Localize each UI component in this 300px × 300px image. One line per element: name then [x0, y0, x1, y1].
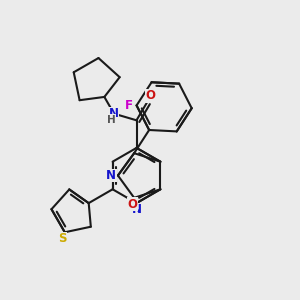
Text: H: H [107, 115, 116, 125]
Text: O: O [146, 89, 156, 103]
Text: N: N [106, 169, 116, 182]
Text: N: N [131, 203, 142, 216]
Text: N: N [109, 107, 119, 120]
Text: F: F [125, 98, 133, 112]
Text: O: O [127, 198, 137, 211]
Text: S: S [58, 232, 66, 245]
